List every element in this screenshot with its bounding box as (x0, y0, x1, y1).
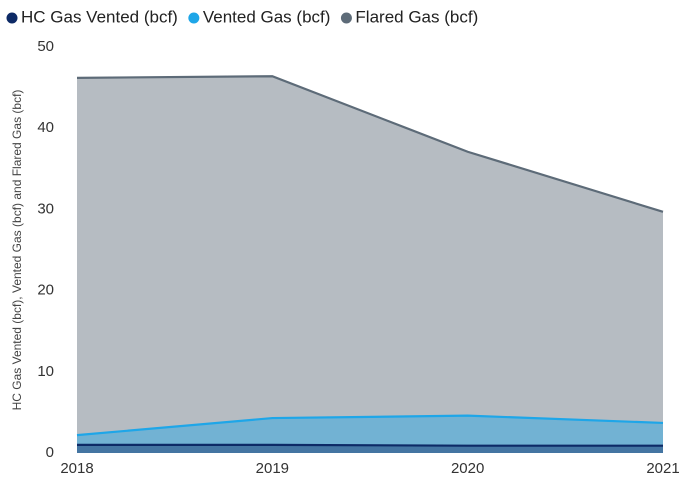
y-tick-label: 0 (46, 444, 54, 461)
area-fill (77, 76, 663, 454)
legend-label: HC Gas Vented (bcf) (21, 7, 178, 26)
x-tick-label: 2018 (60, 460, 93, 477)
x-tick-label: 2021 (646, 460, 679, 477)
area-fill (77, 444, 663, 453)
legend-marker (6, 12, 18, 24)
x-tick-label: 2019 (256, 460, 289, 477)
y-axis-label: HC Gas Vented (bcf), Vented Gas (bcf) an… (10, 90, 24, 411)
legend-marker (340, 12, 352, 24)
legend-label: Flared Gas (bcf) (355, 7, 478, 26)
y-tick-label: 50 (37, 38, 54, 55)
area-line (76, 75, 664, 213)
area-line (76, 414, 664, 437)
y-tick-label: 10 (37, 363, 54, 380)
legend-label: Vented Gas (bcf) (203, 7, 331, 26)
y-tick-label: 30 (37, 200, 54, 217)
x-tick-label: 2020 (451, 460, 484, 477)
y-tick-label: 40 (37, 119, 54, 136)
y-tick-label: 20 (37, 282, 54, 299)
area-fill (77, 415, 663, 453)
area-line (77, 443, 663, 447)
legend-marker (188, 12, 200, 24)
